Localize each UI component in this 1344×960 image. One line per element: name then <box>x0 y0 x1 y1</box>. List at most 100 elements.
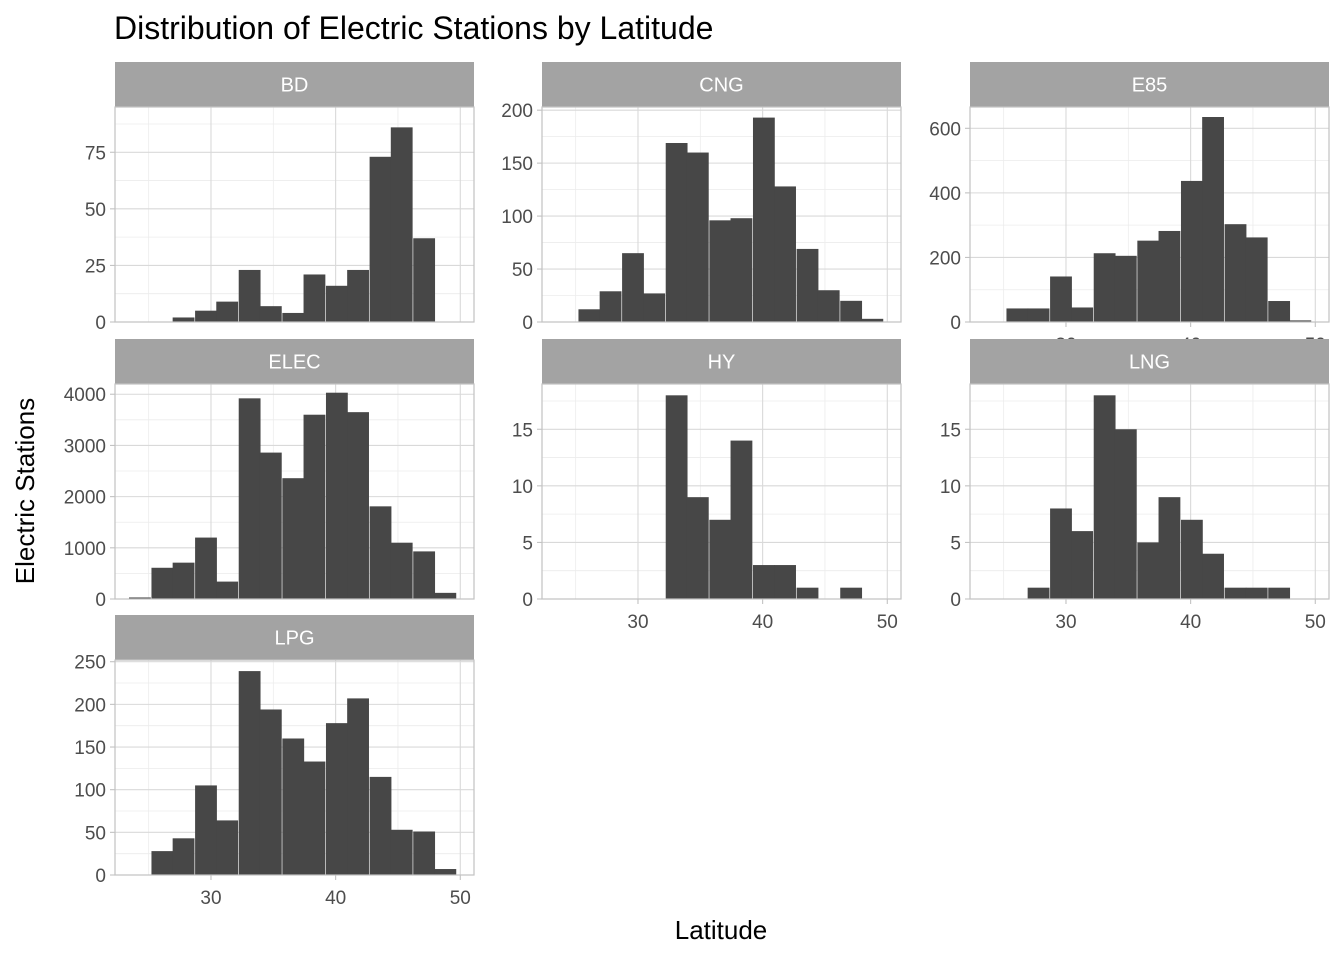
bar-lpg-13 <box>434 869 457 875</box>
bar-lng-10 <box>1245 587 1268 599</box>
y-tick-label: 3000 <box>64 436 106 457</box>
bar-bd-9 <box>369 156 392 322</box>
facet-panel-e85: E850200400600304050 <box>929 62 1330 356</box>
y-tick-label: 10 <box>940 477 961 498</box>
y-tick-label: 10 <box>512 477 533 498</box>
bar-lpg-10 <box>369 776 392 875</box>
bar-e85-2 <box>1050 276 1072 322</box>
y-tick-label: 0 <box>950 590 961 611</box>
bar-e85-10 <box>1224 224 1247 322</box>
y-tick-label: 250 <box>74 653 106 674</box>
bar-e85-13 <box>1289 320 1312 322</box>
bar-elec-6 <box>259 452 282 599</box>
bar-elec-3 <box>195 537 217 599</box>
bar-cng-13 <box>861 318 884 322</box>
bar-cng-5 <box>686 152 709 322</box>
facet-panel-bd: BD 0 25 50 75 <box>85 62 475 334</box>
bar-cng-6 <box>709 220 732 322</box>
bar-e85-4 <box>1093 253 1116 322</box>
bar-bd-6 <box>303 274 326 322</box>
facet-strip-lpg <box>115 615 474 660</box>
bar-elec-4 <box>216 581 239 599</box>
panel-border <box>969 106 1330 323</box>
facet-panel-hy: HY 0 5 10 15 30 40 50 <box>512 339 902 633</box>
bar-elec-0 <box>129 597 151 599</box>
facet-label-elec: ELEC <box>268 352 320 374</box>
bar-lng-4 <box>1114 429 1137 599</box>
y-tick-label: 0 <box>95 866 106 887</box>
bar-elec-1 <box>151 567 174 599</box>
bar-lng-1 <box>1050 508 1072 599</box>
y-tick-label: 150 <box>501 154 533 175</box>
bar-lng-9 <box>1224 587 1247 599</box>
facet-label-cng: CNG <box>699 75 743 97</box>
y-tick-label: 2000 <box>64 488 106 509</box>
bar-lpg-1 <box>172 838 195 875</box>
bar-elec-5 <box>238 398 261 599</box>
bar-e85-12 <box>1268 301 1291 322</box>
bar-e85-8 <box>1180 180 1203 322</box>
bar-bd-8 <box>347 269 369 322</box>
bar-hy-3 <box>730 440 753 599</box>
bar-e85-9 <box>1202 117 1224 322</box>
bar-elec-13 <box>413 551 436 599</box>
bar-e85-1 <box>1027 308 1050 322</box>
bar-elec-2 <box>172 562 195 599</box>
facet-label-e85: E85 <box>1132 75 1168 97</box>
bar-hy-5 <box>774 565 796 599</box>
bar-e85-11 <box>1245 237 1268 322</box>
y-tick-label: 15 <box>940 420 961 441</box>
bar-lng-6 <box>1158 497 1181 599</box>
bar-lpg-3 <box>216 820 239 875</box>
y-tick-label: 50 <box>85 200 106 221</box>
bar-cng-12 <box>840 300 863 322</box>
bar-elec-14 <box>434 592 457 599</box>
facet-strip-hy <box>542 339 901 384</box>
bar-lpg-9 <box>347 698 369 875</box>
bar-lng-5 <box>1137 542 1160 599</box>
facet-panel-cng: CNG 0 50 100 150 200 <box>501 62 902 334</box>
chart-title: Distribution of Electric Stations by Lat… <box>114 10 713 46</box>
y-tick-label: 5 <box>950 533 961 554</box>
bar-bd-5 <box>282 312 305 322</box>
x-tick-label: 50 <box>1305 612 1326 633</box>
bar-lpg-6 <box>282 738 305 875</box>
y-tick-label: 50 <box>512 260 533 281</box>
y-tick-label: 400 <box>929 184 961 205</box>
facet-label-hy: HY <box>708 352 736 374</box>
panel-border <box>114 659 475 876</box>
x-tick-label: 30 <box>1055 612 1076 633</box>
bar-bd-2 <box>216 301 239 322</box>
bar-bd-0 <box>172 317 195 322</box>
bar-lng-2 <box>1071 531 1094 599</box>
x-tick-label: 40 <box>325 888 346 909</box>
x-tick-label: 50 <box>450 888 471 909</box>
bar-cng-11 <box>817 290 840 322</box>
bar-hy-8 <box>840 587 863 599</box>
panel-border <box>541 383 902 600</box>
y-tick-label: 600 <box>929 119 961 140</box>
facet-strip-e85 <box>970 62 1329 107</box>
bar-bd-10 <box>390 127 413 322</box>
bar-bd-7 <box>325 285 348 322</box>
facet-strip-lng <box>970 339 1329 384</box>
bar-lng-0 <box>1027 587 1050 599</box>
x-tick-label: 30 <box>200 888 221 909</box>
bar-hy-6 <box>796 587 819 599</box>
bar-elec-11 <box>369 506 392 599</box>
bar-elec-7 <box>282 478 305 599</box>
y-axis-title: Electric Stations <box>10 398 40 584</box>
y-tick-label: 100 <box>74 781 106 802</box>
bar-elec-9 <box>325 392 348 599</box>
x-tick-label: 40 <box>1180 612 1201 633</box>
x-tick-label: 50 <box>877 612 898 633</box>
bar-lpg-12 <box>413 831 436 875</box>
y-tick-label: 200 <box>74 695 106 716</box>
bar-hy-0 <box>665 395 688 599</box>
bar-e85-5 <box>1114 255 1137 322</box>
facet-panels: BD0255075CNG050100150200E850200400600304… <box>64 62 1330 909</box>
bar-elec-10 <box>347 412 369 599</box>
bar-cng-4 <box>665 143 688 322</box>
bar-hy-4 <box>752 565 775 599</box>
